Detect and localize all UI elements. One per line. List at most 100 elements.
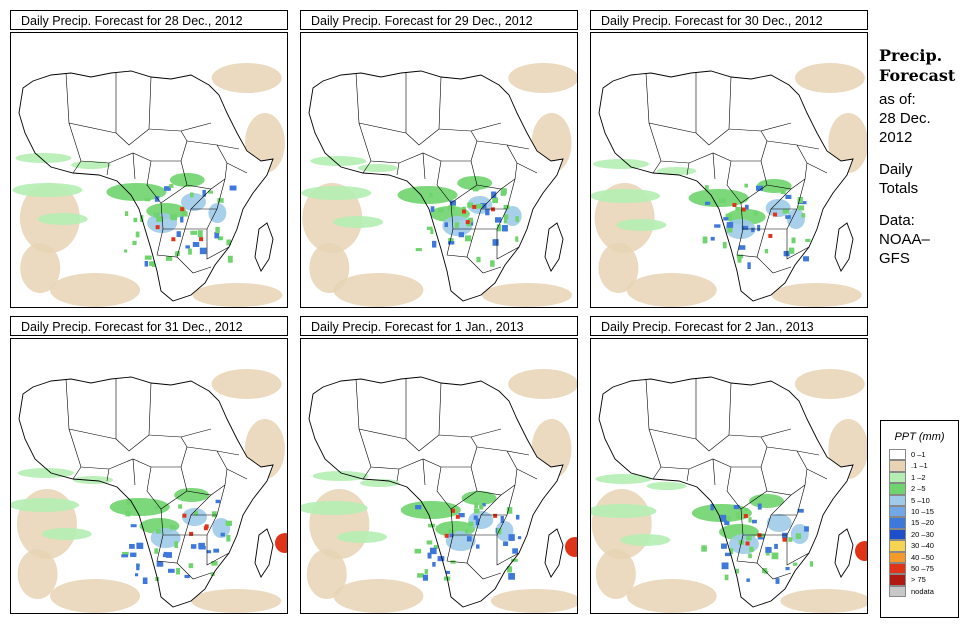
legend-row: nodata xyxy=(889,585,958,598)
country-border xyxy=(806,162,828,174)
country-border xyxy=(496,535,520,566)
country-border xyxy=(712,152,716,180)
rain-cell xyxy=(780,189,786,195)
heavy-rain-cell xyxy=(180,207,185,212)
rain-cell xyxy=(482,503,486,507)
precip-map xyxy=(590,32,868,308)
country-border xyxy=(652,466,662,480)
rain-cell xyxy=(704,201,711,205)
africa-map xyxy=(12,63,285,307)
rain-cell xyxy=(153,212,160,218)
rain-cell xyxy=(227,255,233,263)
country-border xyxy=(731,436,768,468)
legend-label: 40 –50 xyxy=(911,552,934,562)
country-border xyxy=(206,229,230,260)
africa-map xyxy=(591,369,867,613)
heavy-rain-cell xyxy=(204,524,209,529)
rain-cell xyxy=(735,206,741,211)
rain-cell xyxy=(783,250,790,257)
legend-swatch xyxy=(889,449,906,461)
africa-map xyxy=(301,369,577,613)
legend-swatch xyxy=(889,528,906,541)
rain-cell xyxy=(430,206,435,212)
rain-area xyxy=(656,167,697,175)
rain-cell xyxy=(791,237,796,244)
legend-label: 1 –2 xyxy=(911,472,926,482)
rain-cell xyxy=(144,197,151,202)
heavy-rain-cell xyxy=(493,513,498,518)
country-border xyxy=(441,130,478,162)
land-mass xyxy=(309,377,563,607)
rain-cell xyxy=(470,219,474,226)
rain-area xyxy=(749,494,785,508)
rain-cell xyxy=(155,529,161,534)
rain-cell xyxy=(757,503,762,510)
legend-row: 15 –20 xyxy=(889,517,958,529)
country-border xyxy=(106,162,110,176)
rain-cell xyxy=(746,535,752,541)
rain-cell xyxy=(771,552,779,560)
panel-title: Daily Precip. Forecast for 31 Dec., 2012 xyxy=(10,316,288,336)
rain-cell xyxy=(144,260,149,267)
rain-area xyxy=(109,498,170,516)
rain-cell xyxy=(702,236,708,244)
legend-row: 1 –2 xyxy=(889,471,958,484)
rain-cell xyxy=(503,541,509,546)
panel-title: Daily Precip. Forecast for 2 Jan., 2013 xyxy=(590,316,868,336)
coastline xyxy=(598,376,854,608)
rain-cell xyxy=(757,536,765,540)
country-border xyxy=(405,434,440,452)
country-border xyxy=(180,122,212,132)
rain-cell xyxy=(792,562,798,566)
dry-area xyxy=(508,63,577,93)
rain-cell xyxy=(466,536,472,542)
country-border xyxy=(396,162,400,176)
rain-cell xyxy=(508,573,515,580)
rain-cell xyxy=(136,563,140,571)
legend-row: > 75 xyxy=(889,574,958,586)
rain-cell xyxy=(801,213,806,218)
precip-map xyxy=(10,338,288,614)
country-border xyxy=(176,562,212,580)
rain-cell xyxy=(511,558,518,562)
country-border xyxy=(422,458,426,486)
forecast-panel: Daily Precip. Forecast for 29 Dec., 2012 xyxy=(300,10,578,308)
rain-cell xyxy=(424,569,428,575)
heavy-rain-cell xyxy=(444,533,449,538)
rain-cell xyxy=(167,568,175,573)
rain-cell xyxy=(798,205,805,211)
rain-cell xyxy=(705,185,709,192)
rain-cell xyxy=(517,536,522,540)
legend-swatch xyxy=(889,562,906,575)
country-border xyxy=(226,468,248,480)
madagascar-outline xyxy=(254,528,274,578)
rain-cell xyxy=(723,217,729,221)
rain-cell xyxy=(757,224,761,232)
country-border xyxy=(156,534,186,564)
rain-cell xyxy=(226,239,232,246)
rain-cell xyxy=(154,548,159,554)
country-border xyxy=(466,562,502,580)
country-border xyxy=(652,160,662,174)
rain-cell xyxy=(129,543,135,549)
rain-cell xyxy=(202,189,206,197)
country-border xyxy=(422,152,426,180)
rain-cell xyxy=(193,511,199,516)
country-border xyxy=(796,450,820,456)
rain-cell xyxy=(744,204,749,210)
rain-cell xyxy=(725,516,731,521)
heavy-rain-cell xyxy=(199,237,204,242)
rain-cell xyxy=(503,214,509,220)
legend-row: 10 –15 xyxy=(889,505,958,518)
heavy-rain-cell xyxy=(171,237,176,242)
rain-area xyxy=(180,193,206,211)
dry-area xyxy=(333,273,424,307)
legend-title: PPT (mm) xyxy=(894,431,945,443)
legend-swatch xyxy=(889,471,906,484)
rain-cell xyxy=(415,505,422,510)
rain-cell xyxy=(729,548,734,555)
legend-label: 30 –40 xyxy=(911,541,934,551)
rain-cell xyxy=(211,561,218,566)
country-border xyxy=(475,484,516,536)
rain-cell xyxy=(720,514,727,522)
